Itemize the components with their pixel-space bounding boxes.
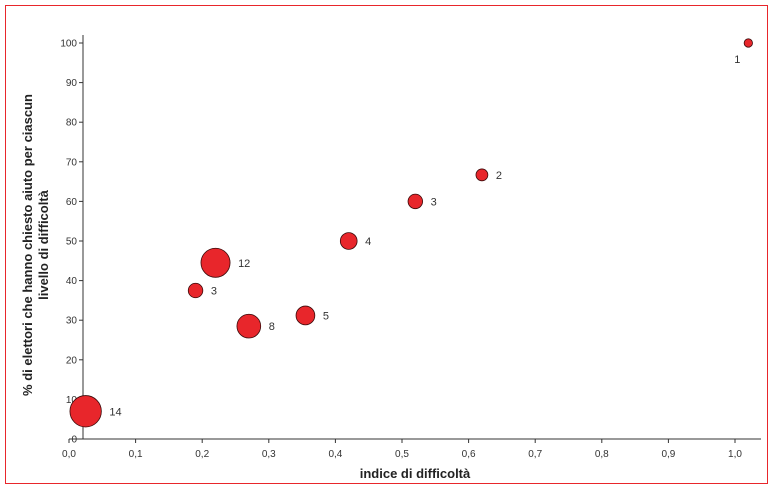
y-tick-label: 10	[66, 395, 78, 406]
bubble-label: 3	[211, 286, 217, 298]
x-tick-label: 1,0	[728, 449, 742, 460]
chart-frame	[5, 5, 768, 484]
bubble	[295, 305, 316, 326]
bubble-label: 3	[431, 196, 437, 208]
bubble	[236, 313, 262, 339]
bubble	[187, 282, 204, 299]
x-axis-title: indice di difficoltà	[360, 466, 471, 481]
y-tick-label: 0	[71, 435, 77, 446]
x-tick-label: 0,0	[62, 449, 76, 460]
axes	[69, 35, 761, 440]
bubble-label: 2	[496, 170, 502, 182]
y-axis-title-line2: livello di difficoltà	[36, 189, 51, 300]
bubble-label: 1	[734, 54, 740, 66]
y-axis-title-line1: % di elettori che hanno chiesto aiuto pe…	[20, 94, 35, 396]
x-tick-label: 0,3	[262, 449, 276, 460]
x-axis-ticks: 0,0 0,1 0,2 0,3 0,4 0,5 0,6 0,7 0,8 0,9 1,0	[62, 439, 742, 460]
y-tick-label: 100	[60, 39, 77, 50]
bubble	[743, 38, 753, 48]
bubble	[407, 193, 423, 210]
y-tick-label: 60	[66, 197, 78, 208]
x-tick-label: 0,9	[661, 449, 675, 460]
bubble	[200, 247, 231, 278]
bubble-label: 12	[238, 258, 250, 270]
bubble-label: 5	[323, 310, 329, 322]
x-tick-label: 0,5	[395, 449, 409, 460]
y-tick-label: 50	[66, 237, 78, 248]
y-tick-label: 70	[66, 157, 78, 168]
bubble-label: 4	[365, 236, 371, 248]
y-tick-label: 20	[66, 355, 78, 366]
bubble-label: 8	[269, 321, 275, 333]
y-tick-label: 90	[66, 78, 78, 89]
bubble	[475, 168, 489, 182]
x-tick-label: 0,1	[129, 449, 143, 460]
x-tick-label: 0,2	[195, 449, 209, 460]
y-axis-ticks: 0 10 20 30 40 50 60 70 80 90 100	[60, 39, 83, 446]
bubbles	[69, 38, 753, 428]
bubble-label: 14	[109, 406, 121, 418]
y-tick-label: 40	[66, 276, 78, 287]
x-tick-label: 0,6	[462, 449, 476, 460]
x-tick-label: 0,7	[528, 449, 542, 460]
bubble	[339, 232, 358, 250]
bubble	[69, 395, 102, 428]
x-tick-label: 0,8	[595, 449, 609, 460]
y-tick-label: 80	[66, 118, 78, 129]
x-tick-label: 0,4	[328, 449, 342, 460]
y-tick-label: 30	[66, 316, 78, 327]
